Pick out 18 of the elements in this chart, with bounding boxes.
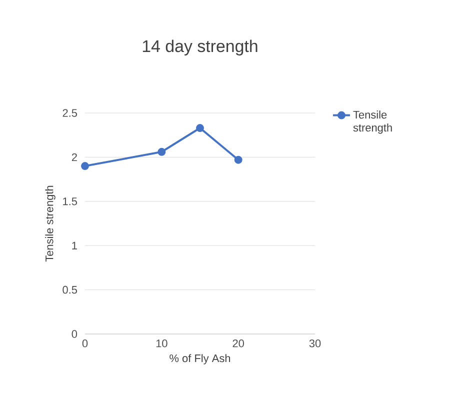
legend-label: Tensile strength [353,110,392,134]
y-tick-label: 1 [72,242,77,250]
point [234,156,242,164]
chart-title: 14 day strength [142,40,258,56]
y-tick-label: 1.5 [63,198,78,206]
x-tick-label: 0 [82,340,88,348]
y-tick-label: 2 [72,153,77,162]
point [81,162,89,170]
y-tick-label: 2.5 [62,109,78,117]
x-axis-title: % of Fly Ash [170,354,230,364]
y-tick-label: 0 [72,330,78,338]
y-tick-label: 0.5 [62,286,78,294]
x-tick-label: 10 [156,340,168,348]
x-tick-label: 20 [232,340,244,348]
point [158,148,166,156]
y-axis-title: Tensile strength [45,186,56,262]
x-tick-label: 30 [309,340,321,348]
point [196,124,204,132]
